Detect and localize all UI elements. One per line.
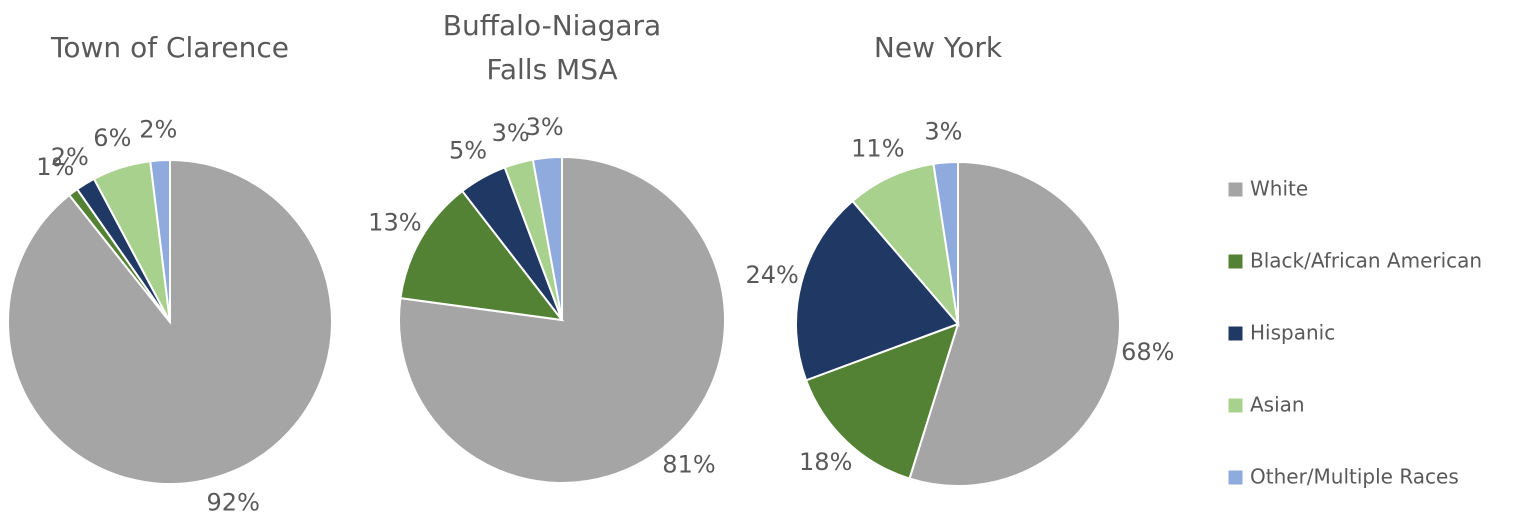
legend-swatch	[1227, 181, 1244, 198]
data-label: 3%	[526, 113, 564, 141]
legend-swatch	[1227, 253, 1244, 270]
pie-slice	[795, 199, 960, 382]
pie-slice	[804, 322, 960, 480]
legend-label: Hispanic	[1250, 321, 1335, 345]
legend-label: Other/Multiple Races	[1250, 465, 1459, 489]
legend-swatch	[1227, 397, 1244, 414]
data-label: 2%	[139, 115, 177, 143]
legend-label: White	[1250, 177, 1308, 201]
legend-swatch	[1227, 325, 1244, 342]
legend-label: Asian	[1250, 393, 1305, 417]
data-label: 92%	[207, 488, 260, 516]
data-label: 6%	[93, 124, 131, 152]
legend-swatch	[1227, 469, 1244, 486]
pie-slice	[398, 155, 726, 484]
pie-slice	[399, 189, 565, 322]
pie-slice	[851, 162, 960, 328]
data-label: 3%	[924, 118, 962, 146]
chart-title: Town of Clarence	[51, 31, 289, 64]
pie-slice	[932, 160, 959, 325]
data-label: 68%	[1121, 338, 1174, 366]
pie-slice	[908, 160, 1121, 487]
data-label: 81%	[662, 450, 715, 478]
data-label: 11%	[851, 135, 904, 163]
data-label: 13%	[368, 209, 421, 237]
data-label: 5%	[449, 136, 487, 164]
data-label: 3%	[492, 119, 530, 147]
data-label: 24%	[745, 261, 798, 289]
data-label: 18%	[799, 448, 852, 476]
chart-title: Buffalo-Niagara Falls MSA	[442, 9, 662, 86]
data-label: 1%	[36, 153, 74, 181]
legend-label: Black/African American	[1250, 249, 1482, 273]
data-label: 2%	[51, 143, 89, 171]
pie-slice	[149, 158, 171, 323]
pie-slice	[531, 155, 563, 321]
chart-title: New York	[873, 31, 1003, 64]
